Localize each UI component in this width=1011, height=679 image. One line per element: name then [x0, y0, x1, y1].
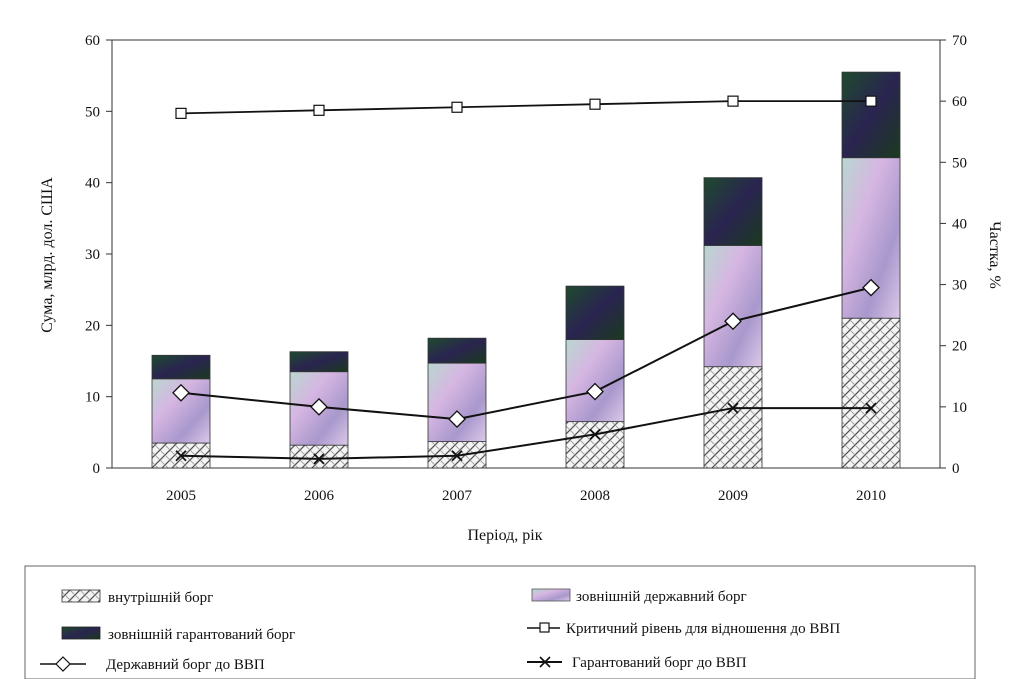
left-axis: 0 10 20 30 40 50 60	[85, 33, 112, 477]
x-tick-label: 2009	[718, 488, 748, 504]
square-marker-icon	[539, 622, 550, 633]
bar-external-guaranteed-debt	[151, 354, 211, 380]
right-tick-label: 70	[952, 33, 967, 49]
left-tick-label: 10	[85, 390, 100, 406]
square-point	[727, 95, 739, 107]
square-point	[451, 101, 463, 113]
bar-external-guaranteed-debt	[565, 285, 625, 341]
lines	[172, 95, 880, 465]
y-axis-title-left: Сума, млрд. дол. США	[39, 177, 56, 333]
right-tick-label: 20	[952, 339, 967, 355]
diamond-point	[586, 382, 604, 401]
bar-external-guaranteed-debt	[841, 71, 901, 159]
bar-external-guaranteed-debt	[703, 177, 763, 246]
square-point	[589, 98, 601, 110]
bar-external-state-debt	[703, 245, 763, 368]
line-critical-level	[180, 100, 871, 115]
legend-label: внутрішній борг	[108, 590, 213, 606]
bar-internal-debt	[841, 317, 901, 469]
legend-item-external-guaranteed-debt: зовнішній гарантований борг	[61, 626, 295, 643]
legend-frame	[24, 565, 976, 679]
legend-item-state-debt-gdp: Державний борг до ВВП	[40, 656, 265, 673]
diamond-point	[724, 312, 742, 331]
right-tick-label: 60	[952, 94, 967, 110]
right-tick-label: 30	[952, 278, 967, 294]
line-guaranteed-debt-gdp	[180, 407, 871, 460]
legend: внутрішній борг зовнішній державний борг…	[24, 565, 976, 679]
x-point	[451, 450, 463, 462]
legend-item-critical-level: Критичний рівень для відношення до ВВП	[527, 621, 840, 637]
right-axis: 0 10 20 30 40 50 60 70	[940, 33, 967, 477]
x-tick-label: 2007	[442, 488, 473, 504]
legend-swatch-hatch	[61, 589, 101, 603]
legend-label: зовнішній гарантований борг	[108, 627, 295, 643]
plot-area	[111, 39, 941, 469]
legend-item-internal-debt: внутрішній борг	[61, 589, 213, 606]
bar-external-guaranteed-debt	[289, 351, 349, 373]
diamond-marker-icon	[55, 656, 71, 672]
diamond-point	[172, 383, 190, 402]
diamond-point	[448, 410, 466, 429]
bar-internal-debt	[289, 444, 349, 469]
x-point	[313, 453, 325, 465]
x-point	[865, 402, 877, 414]
diamond-point	[310, 397, 328, 416]
x-point	[589, 428, 601, 441]
x-point	[175, 450, 187, 462]
square-point	[865, 95, 877, 107]
right-tick-label: 40	[952, 216, 967, 232]
legend-label: Державний борг до ВВП	[106, 657, 265, 673]
x-axis-title: Період, рік	[468, 527, 543, 544]
right-tick-label: 0	[952, 461, 960, 477]
legend-label: зовнішній державний борг	[576, 589, 747, 605]
legend-label: Критичний рівень для відношення до ВВП	[566, 621, 840, 637]
square-point	[175, 107, 187, 119]
x-axis: 2005 2006 2007 2008 2009 2010	[166, 488, 886, 504]
left-tick-label: 50	[85, 104, 100, 120]
right-tick-label: 50	[952, 155, 967, 171]
left-tick-label: 30	[85, 247, 100, 263]
legend-swatch-gradient	[531, 588, 571, 602]
bars	[151, 71, 901, 469]
bar-internal-debt	[703, 366, 763, 469]
legend-item-guaranteed-debt-gdp: Гарантований борг до ВВП	[527, 655, 747, 671]
x-point	[727, 402, 739, 414]
x-tick-label: 2010	[856, 488, 886, 504]
legend-swatch-dark	[61, 626, 101, 640]
legend-label: Гарантований борг до ВВП	[572, 655, 747, 671]
x-tick-label: 2005	[166, 488, 196, 504]
line-state-debt-gdp	[180, 286, 872, 421]
left-tick-label: 60	[85, 33, 100, 49]
bar-external-state-debt	[427, 362, 487, 443]
y-axis-title-right: Частка, %	[986, 221, 1003, 289]
left-tick-label: 40	[85, 176, 100, 192]
legend-item-external-state-debt: зовнішній державний борг	[531, 588, 747, 605]
left-tick-label: 20	[85, 318, 100, 334]
diamond-point	[862, 278, 880, 297]
x-tick-label: 2006	[304, 488, 335, 504]
x-tick-label: 2008	[580, 488, 610, 504]
x-marker-icon	[539, 656, 551, 668]
left-tick-label: 0	[93, 461, 101, 477]
square-point	[313, 104, 325, 116]
right-tick-label: 10	[952, 400, 967, 416]
bar-external-guaranteed-debt	[427, 337, 487, 364]
bar-internal-debt	[565, 421, 625, 469]
